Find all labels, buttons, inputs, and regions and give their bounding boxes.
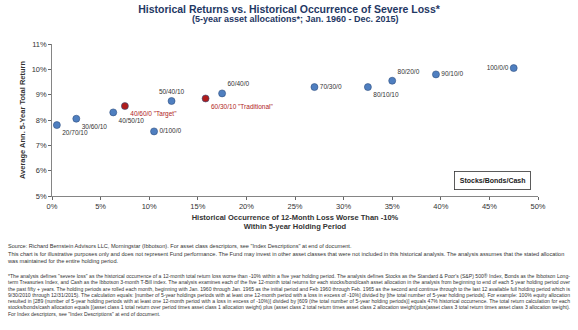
svg-text:100/0/0: 100/0/0 bbox=[487, 64, 509, 71]
svg-text:9%: 9% bbox=[36, 90, 47, 99]
svg-text:15%: 15% bbox=[190, 202, 205, 211]
svg-text:5%: 5% bbox=[95, 202, 106, 211]
svg-text:50/40/10: 50/40/10 bbox=[159, 88, 185, 95]
html-text:This chart is for illustrative: This chart is for illustrative purposes … bbox=[8, 251, 565, 264]
html-text:*The analysis defines "severe: *The analysis defines "severe loss" as t… bbox=[8, 273, 570, 317]
svg-text:0%: 0% bbox=[47, 202, 58, 211]
svg-text:Historical Returns vs. Histori: Historical Returns vs. Historical Occurr… bbox=[138, 3, 441, 15]
svg-text:5%: 5% bbox=[36, 192, 47, 201]
svg-text:10%: 10% bbox=[142, 202, 157, 211]
svg-text:25%: 25% bbox=[287, 202, 302, 211]
svg-text:20/70/10: 20/70/10 bbox=[62, 129, 88, 136]
svg-text:11%: 11% bbox=[32, 40, 47, 49]
svg-text:30/60/10: 30/60/10 bbox=[82, 123, 108, 130]
svg-text:60/30/10 "Traditional": 60/30/10 "Traditional" bbox=[211, 103, 274, 110]
svg-text:35%: 35% bbox=[385, 202, 400, 211]
svg-text:7%: 7% bbox=[36, 141, 47, 150]
svg-text:10%: 10% bbox=[32, 65, 47, 74]
svg-text:90/10/0: 90/10/0 bbox=[441, 70, 463, 77]
svg-text:40%: 40% bbox=[433, 202, 448, 211]
svg-text:80/20/0: 80/20/0 bbox=[398, 68, 420, 75]
svg-text:45%: 45% bbox=[482, 202, 497, 211]
svg-text:(5-year asset allocations*; Ja: (5-year asset allocations*; Jan. 1960 - … bbox=[192, 14, 399, 24]
svg-text:60/40/0: 60/40/0 bbox=[227, 80, 249, 87]
svg-text:Average Ann. 5-Year Total Retu: Average Ann. 5-Year Total Return bbox=[18, 61, 27, 180]
html-text:Source: Richard Bernstein Advi: Source: Richard Bernstein Advisors LLC, … bbox=[8, 243, 352, 249]
svg-text:30%: 30% bbox=[336, 202, 351, 211]
svg-text:40/60/0 "Target": 40/60/0 "Target" bbox=[130, 110, 177, 118]
svg-text:Stocks/Bonds/Cash: Stocks/Bonds/Cash bbox=[460, 177, 526, 184]
svg-text:Historical Occurrence of 12-Mo: Historical Occurrence of 12-Month Loss W… bbox=[192, 213, 399, 232]
svg-text:6%: 6% bbox=[36, 166, 47, 175]
svg-text:40/50/10: 40/50/10 bbox=[119, 117, 145, 124]
svg-text:8%: 8% bbox=[36, 116, 47, 125]
svg-text:80/10/10: 80/10/10 bbox=[373, 91, 399, 98]
svg-text:20%: 20% bbox=[239, 202, 254, 211]
svg-text:70/30/0: 70/30/0 bbox=[320, 83, 342, 90]
svg-text:50%: 50% bbox=[530, 202, 545, 211]
svg-text:0/100/0: 0/100/0 bbox=[159, 127, 181, 134]
